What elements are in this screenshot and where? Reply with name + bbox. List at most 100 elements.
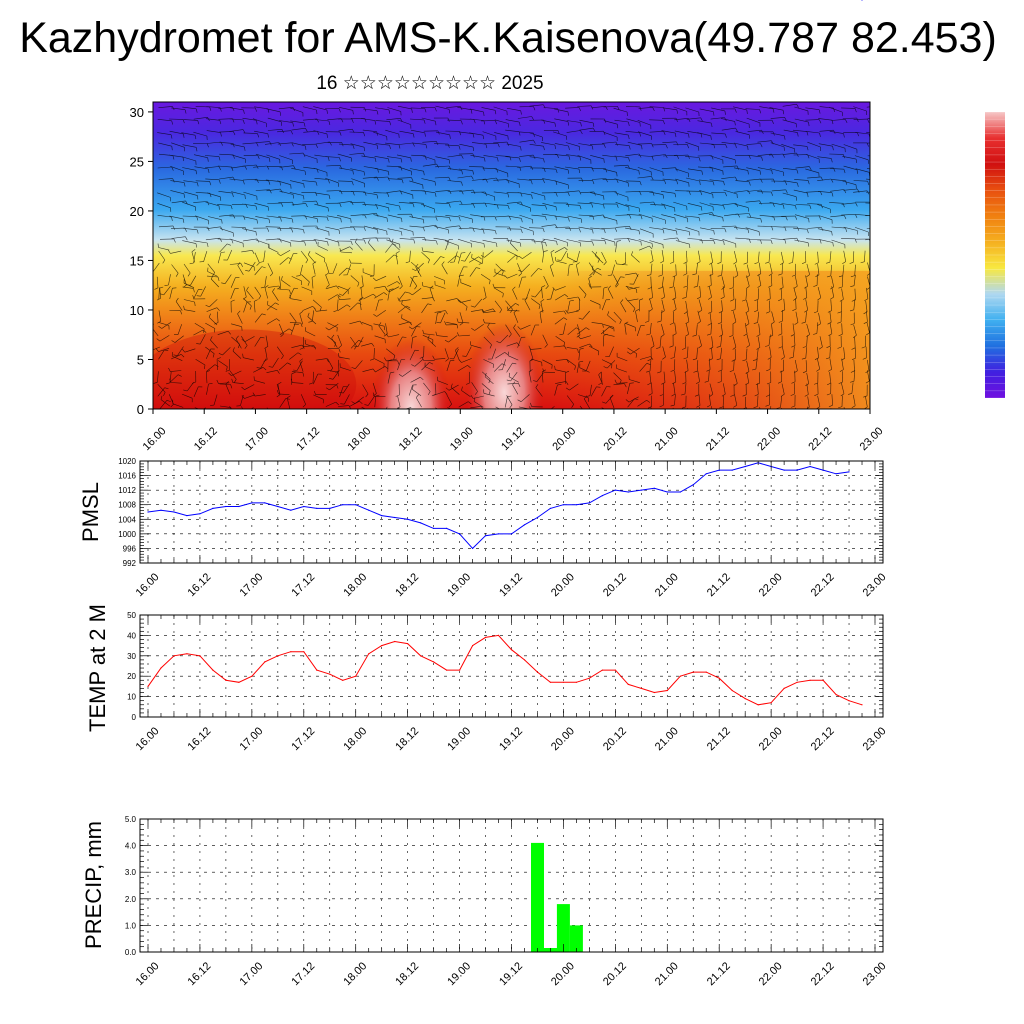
wind-barb bbox=[819, 129, 834, 132]
wind-barb bbox=[831, 119, 846, 121]
wind-barb bbox=[611, 264, 615, 276]
wind-barb bbox=[340, 251, 353, 254]
wind-barb-flag bbox=[592, 122, 595, 127]
wind-barb bbox=[721, 300, 723, 312]
wind-barb bbox=[244, 384, 255, 390]
wind-barb bbox=[337, 304, 348, 312]
wind-barb-flag bbox=[372, 368, 376, 373]
wind-barb-flag bbox=[571, 404, 574, 408]
wind-barb bbox=[484, 322, 496, 324]
x-tick-label: 19.12 bbox=[497, 960, 525, 988]
wind-barb-flag bbox=[828, 369, 832, 372]
wind-barb-flag bbox=[731, 359, 736, 362]
wind-barb-flag bbox=[268, 418, 271, 421]
wind-barb-flag bbox=[554, 122, 556, 127]
wind-barb bbox=[782, 192, 797, 197]
wind-barb bbox=[409, 216, 424, 220]
wind-barb-flag bbox=[700, 133, 703, 138]
wind-barb-flag bbox=[162, 259, 166, 264]
wind-barb bbox=[627, 238, 641, 242]
wind-barb bbox=[577, 105, 592, 107]
wind-barb bbox=[435, 215, 450, 218]
wind-barb-flag bbox=[513, 324, 516, 328]
wind-barb-flag bbox=[850, 323, 855, 326]
wind-barb bbox=[817, 346, 819, 358]
wind-barb bbox=[302, 345, 314, 347]
wind-barb bbox=[302, 106, 317, 111]
wind-barb bbox=[493, 204, 509, 206]
wind-barb-flag bbox=[583, 395, 587, 399]
data-point bbox=[484, 535, 487, 537]
wind-barb-flag bbox=[396, 281, 401, 285]
wind-barb-flag bbox=[801, 261, 806, 264]
wind-barb bbox=[385, 142, 400, 145]
wind-barb bbox=[554, 247, 565, 253]
wind-barb-flag bbox=[494, 216, 497, 221]
wind-barb bbox=[217, 204, 232, 206]
wind-barb bbox=[865, 408, 867, 409]
wind-barb bbox=[853, 180, 868, 182]
wind-barb bbox=[243, 301, 248, 313]
wind-barb bbox=[663, 371, 666, 383]
wind-barb bbox=[601, 359, 613, 365]
wind-barb-flag bbox=[732, 346, 737, 350]
wind-barb-flag bbox=[778, 320, 783, 323]
wind-barb bbox=[805, 311, 807, 323]
wind-barb bbox=[158, 178, 173, 180]
wind-barb-flag bbox=[336, 384, 339, 389]
wind-barb-flag bbox=[640, 215, 643, 220]
data-point bbox=[744, 465, 746, 468]
data-point bbox=[264, 661, 266, 663]
wind-barb-flag bbox=[437, 312, 442, 314]
wind-barb-flag bbox=[444, 321, 447, 326]
wind-barb bbox=[507, 273, 518, 279]
wind-barb-flag bbox=[412, 142, 415, 147]
wind-barb-flag bbox=[338, 345, 342, 349]
wind-barb bbox=[855, 168, 870, 173]
wind-barb-flag bbox=[149, 271, 153, 272]
wind-barb bbox=[696, 347, 698, 359]
wind-barb bbox=[494, 119, 509, 124]
wind-barb-flag bbox=[461, 181, 463, 186]
wind-barb bbox=[445, 239, 450, 251]
wind-barb-flag bbox=[351, 401, 356, 404]
wind-barb-flag bbox=[312, 261, 317, 265]
wind-barb-flag bbox=[168, 367, 171, 372]
data-point bbox=[783, 687, 785, 690]
wind-barb-flag bbox=[510, 309, 513, 313]
wind-barb bbox=[507, 215, 522, 219]
wind-barb bbox=[209, 299, 218, 308]
x-tick-label: 19.12 bbox=[497, 725, 525, 753]
wind-barb-flag bbox=[806, 334, 810, 338]
wind-barb bbox=[241, 406, 243, 409]
x-tick-label: 19.00 bbox=[445, 725, 473, 753]
wind-barb-flag bbox=[638, 207, 640, 213]
wind-barb-flag bbox=[276, 394, 281, 398]
wind-barb bbox=[181, 393, 193, 399]
wind-barb-flag bbox=[670, 369, 675, 372]
wind-barb bbox=[291, 127, 306, 131]
wind-barb-flag bbox=[316, 218, 319, 223]
wind-barb bbox=[158, 288, 160, 300]
wind-barb-flag bbox=[733, 383, 738, 387]
wind-barb bbox=[577, 155, 591, 161]
wind-barb bbox=[757, 383, 759, 395]
wind-barb bbox=[675, 168, 689, 174]
wind-barb bbox=[339, 226, 354, 229]
wind-barb bbox=[518, 277, 523, 288]
wind-barb-flag bbox=[651, 143, 654, 148]
wind-barb bbox=[444, 240, 459, 246]
wind-barb-flag bbox=[670, 404, 675, 407]
wind-barb bbox=[362, 212, 377, 216]
wind-barb bbox=[650, 250, 654, 261]
wind-barb-flag bbox=[305, 203, 308, 208]
wind-barb bbox=[458, 299, 468, 307]
wind-barb-flag bbox=[620, 276, 625, 278]
wind-barb bbox=[243, 286, 247, 298]
wind-barb-flag bbox=[455, 347, 459, 351]
wind-barb bbox=[427, 338, 437, 347]
wind-barb bbox=[344, 394, 350, 405]
wind-barb bbox=[829, 322, 833, 334]
wind-barb bbox=[866, 178, 870, 180]
wind-barb bbox=[169, 130, 184, 135]
